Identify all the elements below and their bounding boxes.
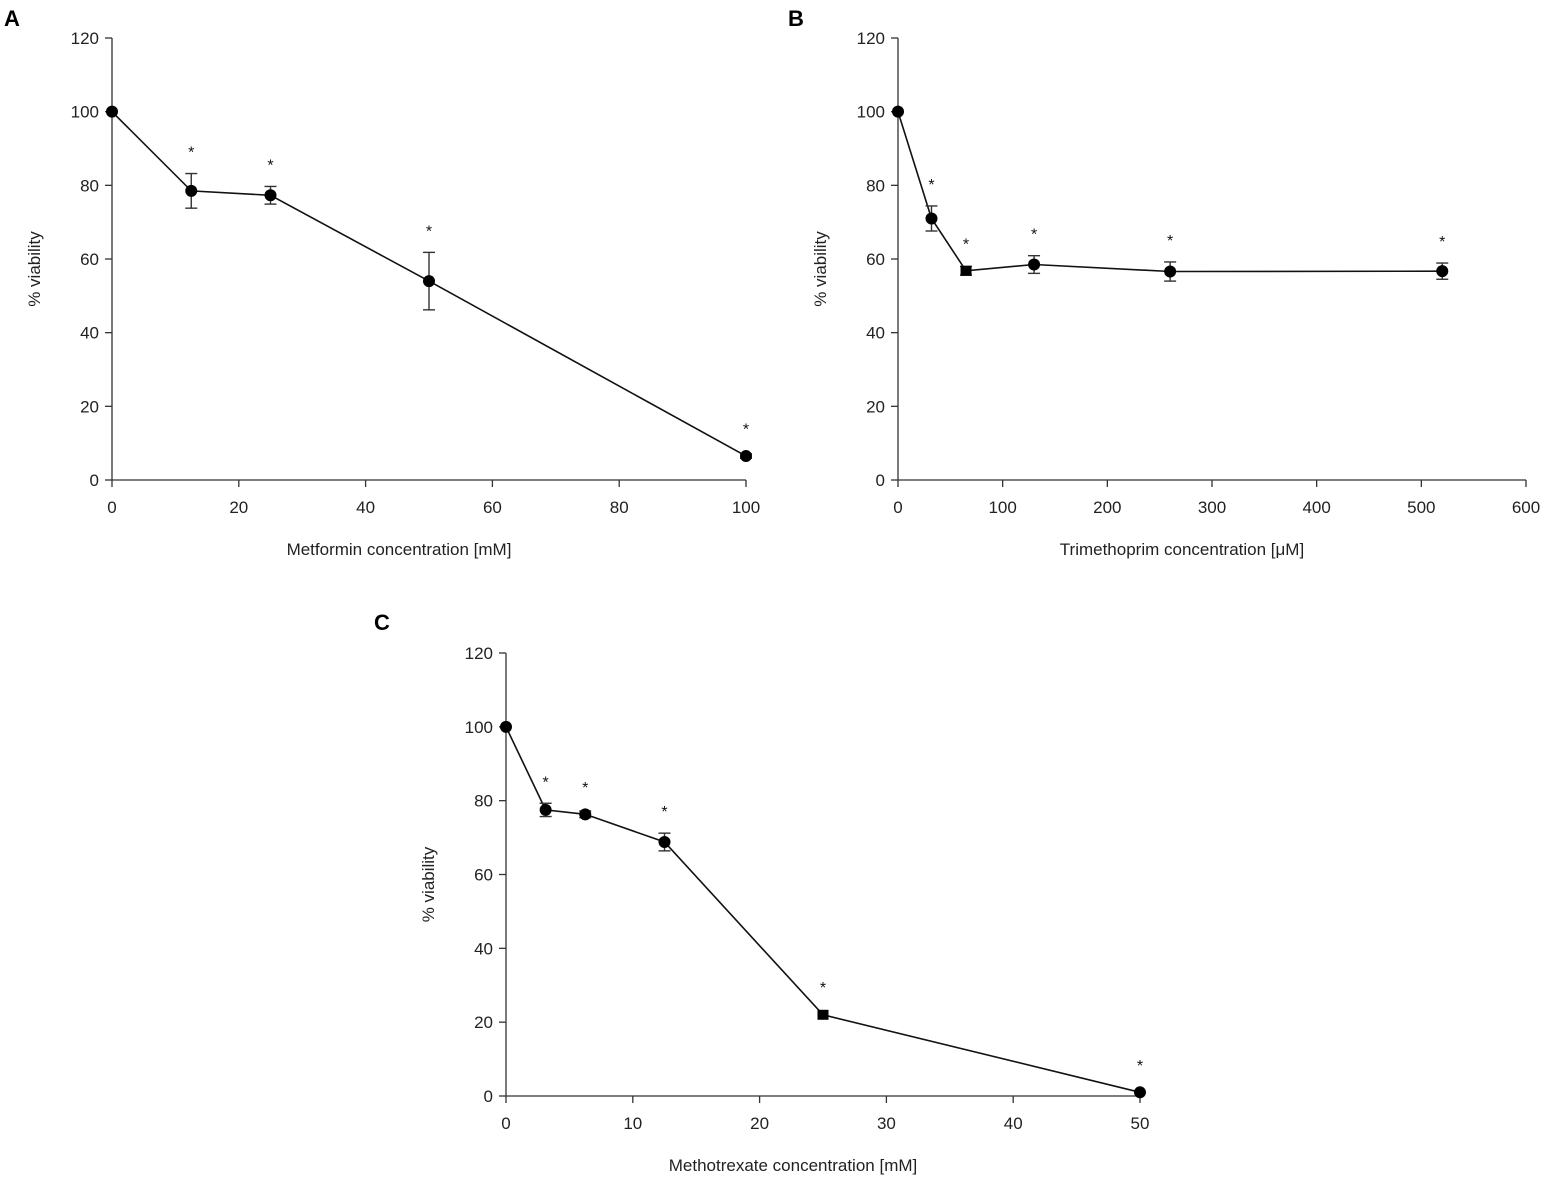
significance-marker: * [426,223,432,240]
y-tick-label: 100 [465,718,493,737]
data-point [1028,258,1041,271]
significance-marker: * [1137,1058,1143,1075]
data-point [1436,265,1449,278]
y-tick-label: 60 [80,250,99,269]
y-tick-label: 20 [474,1013,493,1032]
data-point [892,105,904,118]
data-point [106,105,118,118]
x-axis-title: Methotrexate concentration [mM] [669,1156,918,1175]
data-point [185,184,198,197]
y-tick-label: 0 [484,1087,493,1106]
y-tick-label: 80 [474,792,493,811]
x-tick-label: 0 [893,498,902,517]
significance-marker: * [188,145,194,162]
x-tick-label: 100 [732,498,760,517]
data-point [500,720,512,733]
y-tick-label: 120 [71,29,99,48]
x-tick-label: 40 [356,498,375,517]
data-point [960,265,972,276]
y-tick-label: 100 [857,103,885,122]
x-tick-label: 400 [1302,498,1330,517]
significance-marker: * [1167,233,1173,250]
x-tick-label: 50 [1131,1114,1150,1133]
data-point [1134,1086,1146,1099]
significance-marker: * [963,236,969,253]
panel-letter-a: A [4,6,20,31]
significance-marker: * [743,422,749,439]
y-tick-label: 120 [465,644,493,663]
data-point [1164,265,1177,278]
panel-b: B 0 20 40 60 80 100 120 0 100 200 300 400 500 600 Trime… [788,6,1540,559]
significance-marker: * [267,157,273,174]
y-axis-title: % viability [811,231,830,307]
series-line [505,726,1141,1094]
x-axis-title: Trimethoprim concentration [μM] [1060,540,1304,559]
x-axis-title: Metformin concentration [mM] [287,540,512,559]
x-tick-label: 200 [1093,498,1121,517]
data-point [264,189,277,202]
significance-marker: * [1031,227,1037,244]
significance-marker: * [661,804,667,821]
y-tick-label: 100 [71,103,99,122]
x-tick-label: 0 [107,498,116,517]
data-point [658,836,671,849]
y-tick-label: 0 [876,471,885,490]
x-tick-label: 40 [1004,1114,1023,1133]
data-point [539,803,552,816]
y-axis-title: % viability [419,846,438,922]
x-tick-label: 20 [750,1114,769,1133]
panel-letter-b: B [788,6,804,31]
significance-marker: * [1439,234,1445,251]
x-tick-label: 20 [229,498,248,517]
x-tick-label: 80 [610,498,629,517]
x-tick-label: 100 [988,498,1016,517]
significance-marker: * [543,774,549,791]
data-point [423,275,435,288]
x-tick-label: 30 [877,1114,896,1133]
panel-a: A 0 20 40 60 80 100 120 0 20 40 60 80 100 Metformin co… [4,6,760,559]
y-tick-label: 40 [866,324,885,343]
data-point [579,808,592,821]
y-tick-label: 80 [80,176,99,195]
y-tick-label: 40 [80,324,99,343]
y-tick-label: 40 [474,939,493,958]
x-tick-label: 0 [501,1114,510,1133]
x-tick-label: 600 [1512,498,1540,517]
data-point [925,212,938,225]
y-tick-label: 0 [90,471,99,490]
y-axis-title: % viability [25,231,44,307]
y-tick-label: 20 [866,397,885,416]
y-tick-label: 60 [866,250,885,269]
series-line [897,111,1443,273]
y-tick-label: 80 [866,176,885,195]
significance-marker: * [928,177,934,194]
significance-marker: * [582,780,588,797]
x-tick-label: 10 [623,1114,642,1133]
y-tick-label: 20 [80,397,99,416]
panel-c: C 0 20 40 60 80 100 120 0 10 20 30 40 50 Methotrexate … [374,610,1149,1175]
x-tick-label: 60 [483,498,502,517]
significance-marker: * [820,980,826,997]
data-point [740,450,752,463]
y-tick-label: 120 [857,29,885,48]
y-tick-label: 60 [474,866,493,885]
x-tick-label: 500 [1407,498,1435,517]
data-point [817,1009,829,1020]
panel-letter-c: C [374,610,390,635]
x-tick-label: 300 [1198,498,1226,517]
